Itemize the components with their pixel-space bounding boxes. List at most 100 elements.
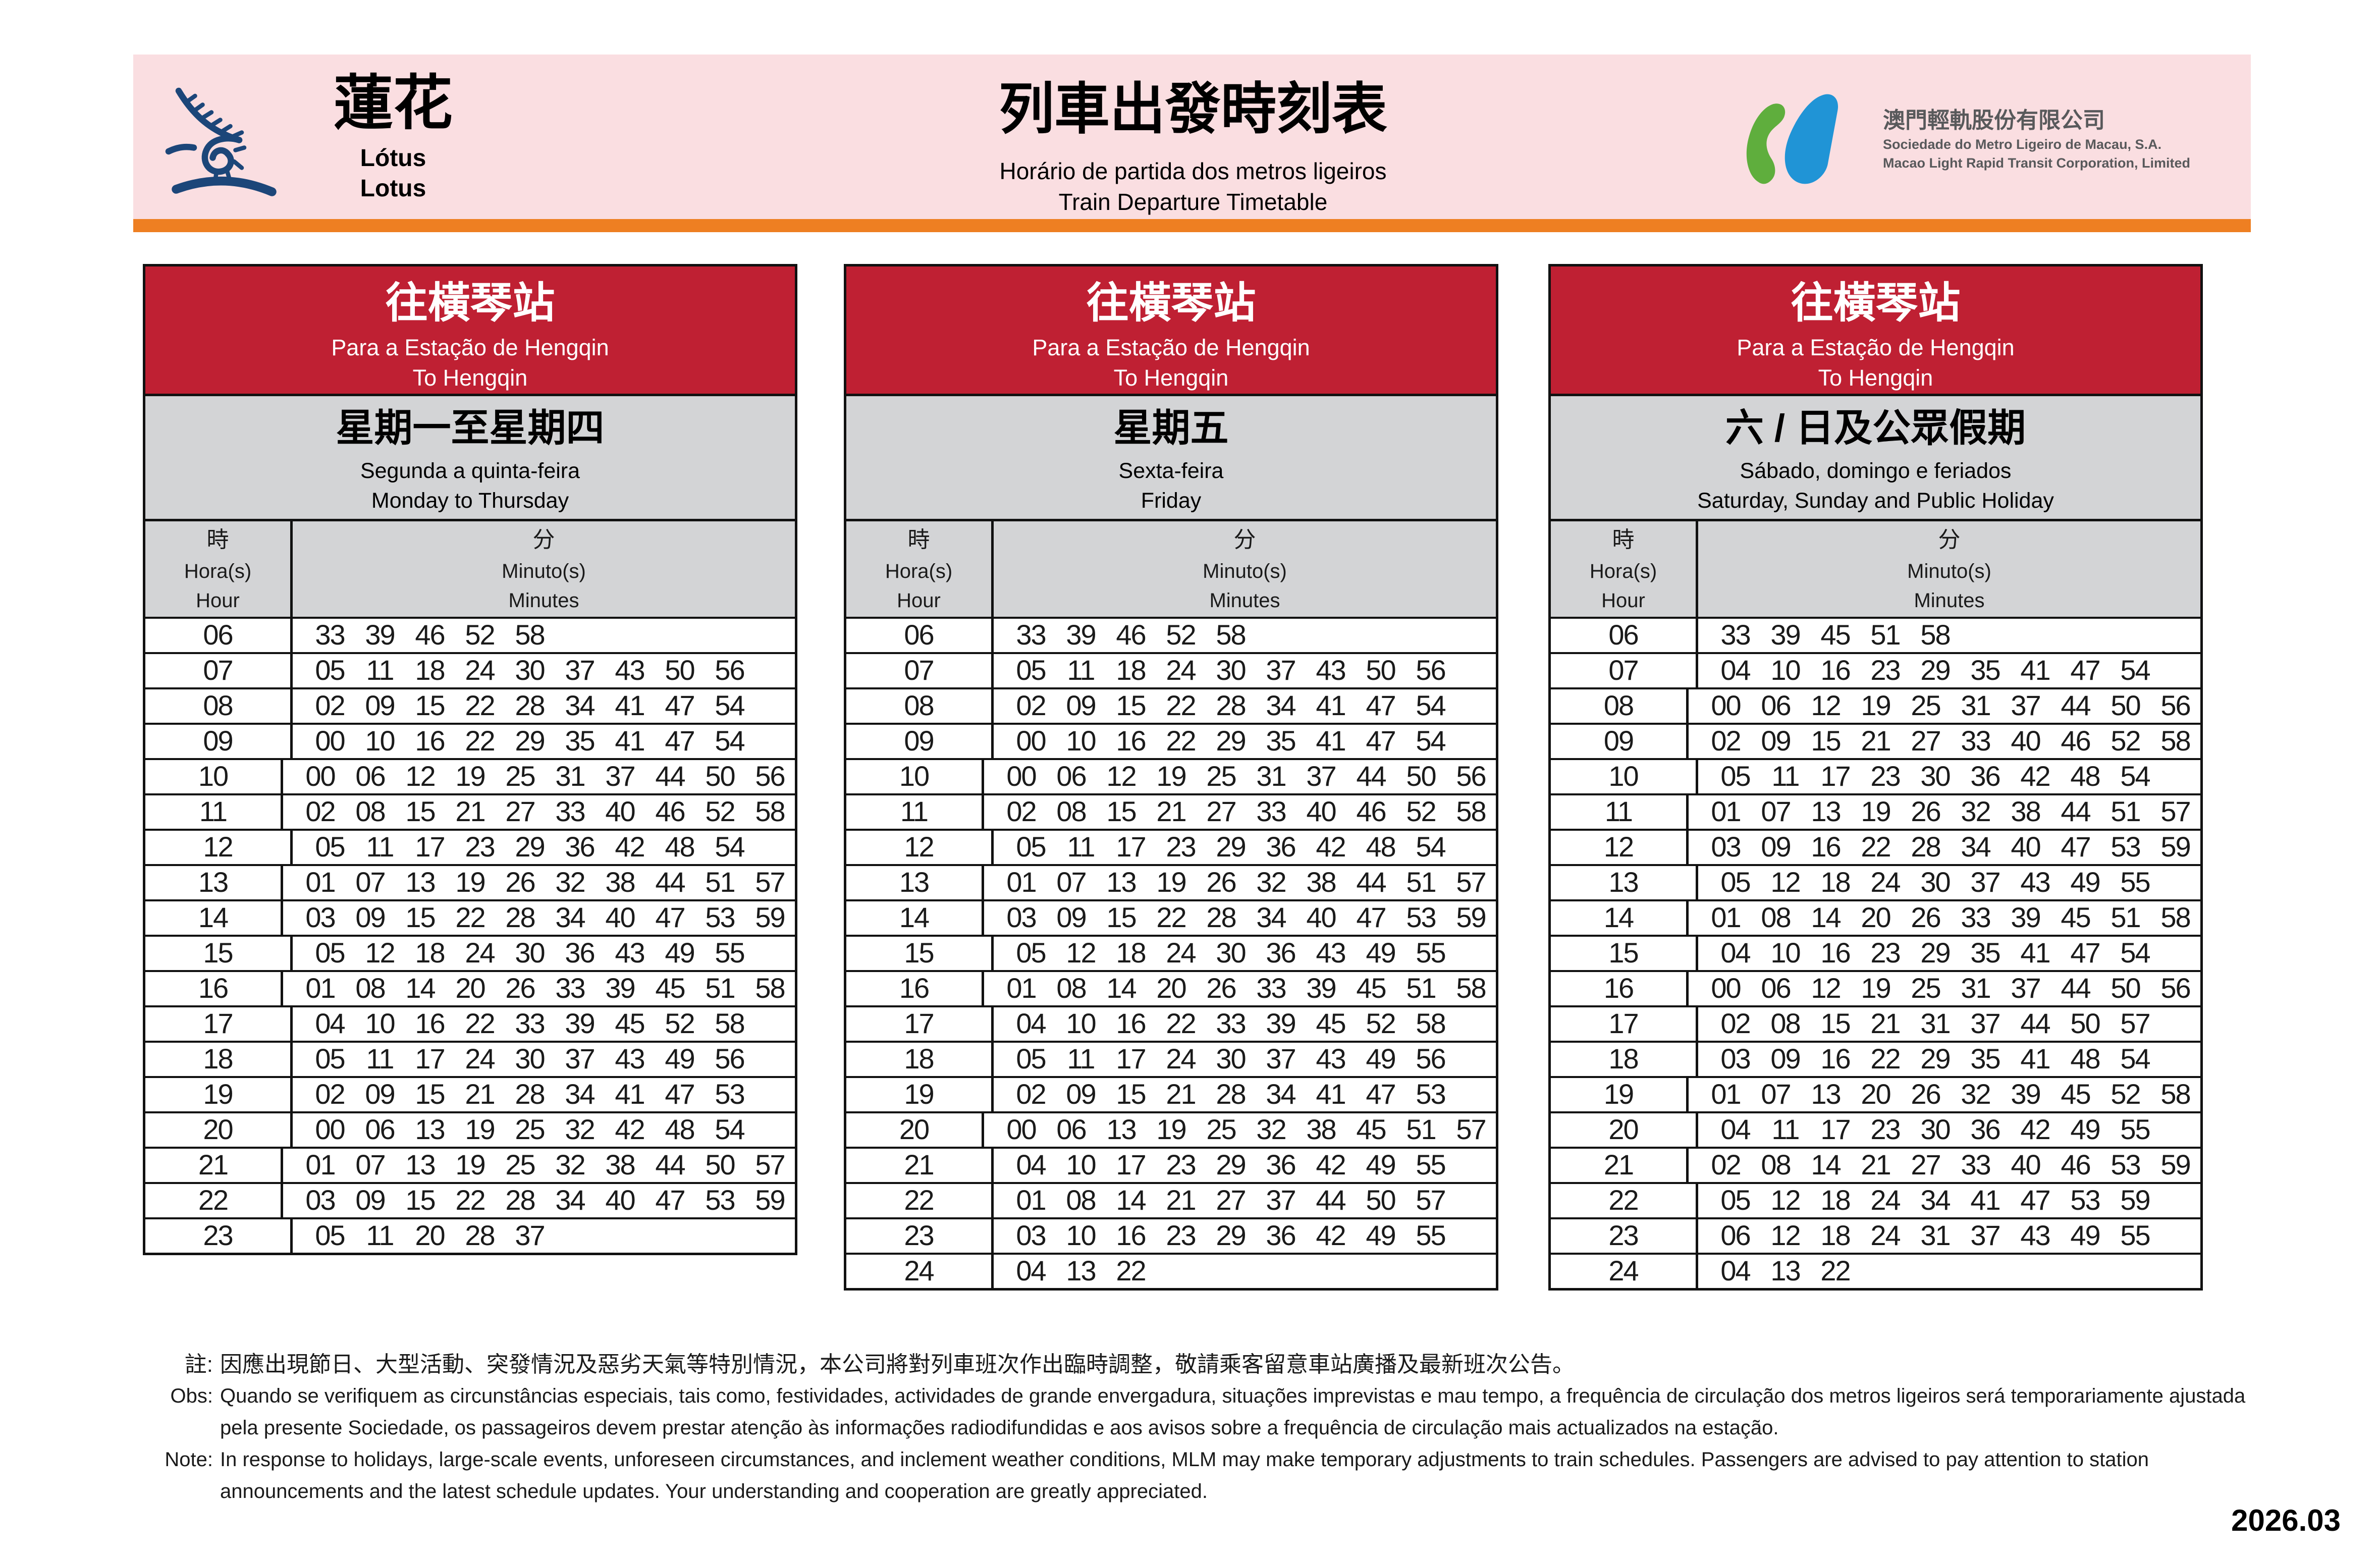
- minute-value: 03: [1006, 901, 1037, 933]
- minute-value: 37: [1266, 1043, 1296, 1075]
- minute-value: 08: [1056, 972, 1087, 1004]
- minute-value: 49: [2070, 1113, 2100, 1145]
- minute-value: 41: [1316, 725, 1346, 757]
- minute-value: 48: [2070, 760, 2100, 792]
- minutes-cell: 05 11 17 23 30 36 42 48 54: [1698, 760, 2200, 793]
- minute-value: 46: [415, 619, 445, 651]
- minute-value: 53: [705, 1184, 735, 1216]
- minute-value: 01: [1016, 1184, 1046, 1216]
- hour-cell: 08: [145, 689, 293, 723]
- minute-value: 17: [415, 1043, 445, 1075]
- minute-value: 43: [615, 1043, 645, 1075]
- minute-value: 34: [555, 1184, 585, 1216]
- minute-value: 44: [655, 760, 685, 792]
- minutes-cell: 00 06 12 19 25 31 37 44 50 56: [1689, 689, 2200, 723]
- minute-value: 34: [555, 901, 585, 933]
- hour-cell: 11: [1551, 795, 1689, 829]
- minute-value: 34: [1256, 901, 1286, 933]
- minute-value: 23: [465, 831, 495, 863]
- minutes-cell: 04 10 16 23 29 35 41 47 54: [1698, 937, 2200, 970]
- minute-value: 47: [1356, 901, 1386, 933]
- minute-value: 40: [605, 795, 635, 827]
- minute-value: 18: [1116, 937, 1146, 969]
- hour-cell: 13: [846, 866, 984, 899]
- hour-cell: 20: [846, 1113, 984, 1147]
- minute-value: 11: [1771, 1113, 1800, 1145]
- minute-value: 17: [1116, 1149, 1146, 1180]
- minute-value: 50: [1366, 1184, 1396, 1216]
- minute-value: 38: [1306, 866, 1336, 898]
- minute-value: 59: [2160, 831, 2191, 863]
- table-row: 18 03 09 16 22 29 35 41 48 54: [1551, 1041, 2200, 1076]
- minute-value: 42: [1316, 1149, 1346, 1180]
- minute-value: 50: [2111, 689, 2141, 721]
- minute-value: 00: [1016, 725, 1046, 757]
- minute-value: 58: [2160, 901, 2191, 933]
- hour-cell: 14: [145, 901, 283, 935]
- minute-value: 04: [315, 1007, 345, 1039]
- minute-value: 15: [405, 901, 436, 933]
- table-row: 23 05 11 20 28 37: [145, 1217, 795, 1253]
- minute-value: 05: [1016, 831, 1046, 863]
- minutes-column-header: 分 Minuto(s) Minutes: [1203, 527, 1287, 612]
- minutes-cell: 00 06 13 19 25 32 38 45 51 57: [984, 1113, 1496, 1147]
- minute-value: 41: [615, 725, 645, 757]
- minute-value: 00: [315, 1113, 345, 1145]
- minute-value: 31: [1961, 972, 1991, 1004]
- hour-cell: 16: [846, 972, 984, 1005]
- table-row: 08 02 09 15 22 28 34 41 47 54: [145, 687, 795, 723]
- minutes-cell: 05 11 18 24 30 37 43 50 56: [293, 654, 795, 687]
- minute-value: 37: [1266, 654, 1296, 686]
- station-name-zh: 蓮花: [333, 70, 453, 137]
- minute-value: 56: [1416, 654, 1446, 686]
- table-row: 17 04 10 16 22 33 39 45 52 58: [145, 1005, 795, 1041]
- minutes-cell: 01 08 14 20 26 33 39 45 51 58: [283, 972, 795, 1005]
- minute-value: 54: [715, 689, 745, 721]
- minute-value: 01: [1711, 795, 1741, 827]
- minute-value: 49: [2070, 866, 2100, 898]
- minute-value: 08: [1066, 1184, 1096, 1216]
- minute-value: 24: [465, 654, 495, 686]
- minute-value: 32: [1961, 1078, 1991, 1110]
- minute-value: 24: [1166, 937, 1196, 969]
- minute-value: 50: [1406, 760, 1436, 792]
- minute-value: 24: [465, 1043, 495, 1075]
- minutes-cell: 02 08 15 21 27 33 40 46 52 58: [984, 795, 1496, 829]
- day-zh: 星期一至星期四: [336, 407, 605, 450]
- minute-value: 53: [715, 1078, 745, 1110]
- minute-value: 54: [715, 831, 745, 863]
- minute-value: 29: [1920, 1043, 1951, 1075]
- minute-value: 37: [1266, 1184, 1296, 1216]
- minute-value: 37: [1970, 866, 2000, 898]
- minute-value: 49: [1366, 1043, 1396, 1075]
- minute-value: 39: [365, 619, 395, 651]
- minute-value: 09: [1761, 725, 1791, 757]
- minute-value: 37: [1970, 1007, 2000, 1039]
- minute-value: 03: [1711, 831, 1741, 863]
- minutes-cell: 03 10 16 23 29 36 42 49 55: [994, 1219, 1496, 1253]
- minute-value: 53: [2111, 831, 2141, 863]
- hour-cell: 06: [145, 619, 293, 652]
- minute-value: 08: [1761, 901, 1791, 933]
- minute-value: 15: [405, 1184, 436, 1216]
- minute-value: 21: [1861, 725, 1891, 757]
- minute-value: 06: [355, 760, 386, 792]
- table-row: 19 01 07 13 20 26 32 39 45 52 58: [1551, 1076, 2200, 1111]
- minute-value: 27: [1216, 1184, 1246, 1216]
- minute-value: 07: [355, 866, 386, 898]
- minutes-column-header: 分 Minuto(s) Minutes: [502, 527, 586, 612]
- minute-value: 56: [1456, 760, 1486, 792]
- minute-value: 43: [615, 654, 645, 686]
- minute-value: 12: [1770, 866, 1801, 898]
- minute-value: 29: [1216, 725, 1246, 757]
- minute-value: 42: [615, 831, 645, 863]
- minute-value: 37: [2011, 972, 2041, 1004]
- minute-value: 22: [465, 725, 495, 757]
- hour-cell: 07: [1551, 654, 1698, 687]
- minutes-cell: 03 09 15 22 28 34 40 47 53 59: [984, 901, 1496, 935]
- minute-value: 49: [1366, 1149, 1396, 1180]
- minute-value: 24: [465, 937, 495, 969]
- minutes-cell: 02 08 14 21 27 33 40 46 53 59: [1689, 1149, 2200, 1182]
- hour-cell: 13: [145, 866, 283, 899]
- minute-value: 31: [1256, 760, 1286, 792]
